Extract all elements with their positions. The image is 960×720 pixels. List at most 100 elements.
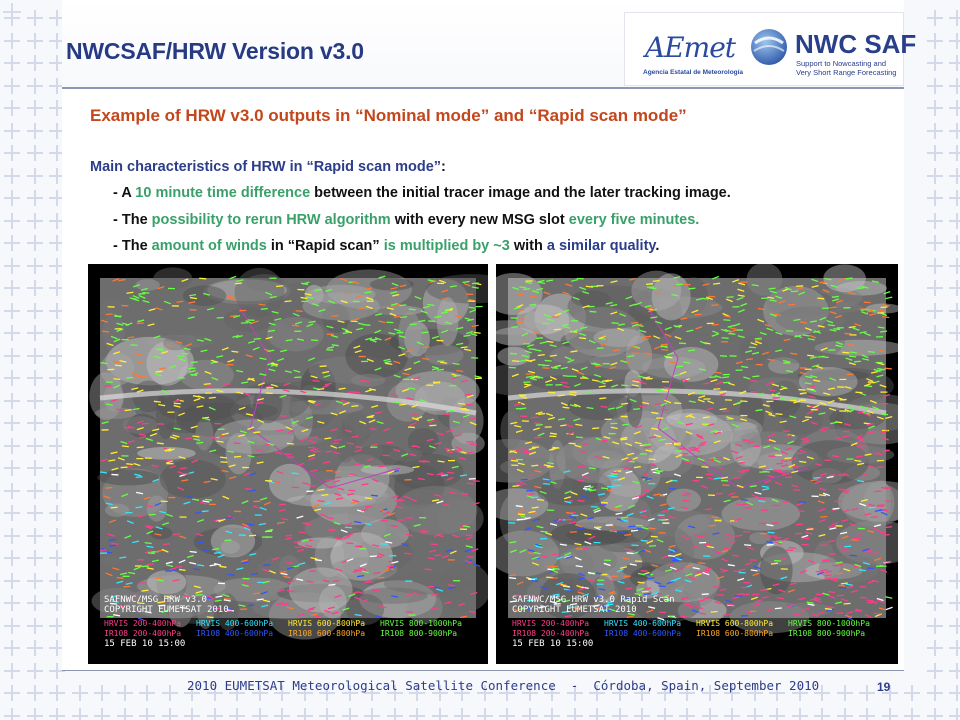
cloud-blob xyxy=(593,435,652,486)
wind-barb xyxy=(379,605,387,609)
wind-barb xyxy=(190,425,198,429)
wind-barb xyxy=(284,370,292,374)
legend-hrvis-label: HRVIS 200-400hPa xyxy=(512,619,589,628)
wind-barb xyxy=(291,420,299,424)
wind-barb xyxy=(883,393,891,398)
wind-barb xyxy=(463,282,471,287)
wind-barb xyxy=(734,594,742,597)
wind-barb xyxy=(140,287,148,291)
cloud-blob xyxy=(268,282,335,330)
cloud-blob xyxy=(499,494,526,544)
wind-barb xyxy=(527,551,535,555)
wind-barb xyxy=(844,386,852,389)
wind-barb xyxy=(126,520,134,524)
wind-barb xyxy=(597,334,605,337)
wind-barb xyxy=(285,534,293,537)
wind-barb xyxy=(869,399,877,404)
wind-barb xyxy=(245,413,254,416)
wind-barb xyxy=(413,591,421,596)
wind-barb xyxy=(625,295,633,300)
wind-barb xyxy=(745,562,753,566)
plus-mark xyxy=(4,167,20,184)
wind-barb xyxy=(753,565,761,570)
wind-barb xyxy=(679,615,687,618)
wind-barb xyxy=(456,326,464,330)
wind-barb xyxy=(652,471,660,474)
wind-barb xyxy=(621,456,629,461)
wind-barb xyxy=(371,404,379,408)
wind-barb xyxy=(862,548,870,552)
wind-barb xyxy=(446,476,454,481)
wind-barb xyxy=(460,379,468,383)
wind-barb xyxy=(395,505,404,509)
cloud-blob xyxy=(383,573,473,595)
wind-barb xyxy=(864,412,872,417)
cloud-blob xyxy=(119,512,159,535)
wind-barb xyxy=(133,462,141,467)
wind-barb xyxy=(873,368,881,373)
wind-barb xyxy=(471,324,479,328)
wind-barb xyxy=(470,332,478,337)
wind-barb xyxy=(310,469,318,473)
wind-barb xyxy=(370,443,378,447)
wind-barb xyxy=(323,609,331,614)
wind-barb xyxy=(765,468,773,471)
plus-mark xyxy=(4,572,20,589)
wind-barb xyxy=(823,392,831,396)
wind-barb xyxy=(712,532,720,536)
wind-barb xyxy=(805,531,813,535)
wind-barb xyxy=(673,443,681,446)
wind-barb xyxy=(724,328,732,333)
wind-barb xyxy=(236,391,244,395)
wind-barb xyxy=(219,456,228,459)
wind-barb xyxy=(829,527,837,530)
wind-barb xyxy=(876,416,884,420)
slide-title: NWCSAF/HRW Version v3.0 xyxy=(66,38,364,64)
wind-barb xyxy=(434,554,442,557)
wind-barb xyxy=(259,357,267,361)
wind-barb xyxy=(868,465,876,469)
plus-mark xyxy=(4,505,20,521)
wind-barb xyxy=(563,599,571,603)
wind-barb xyxy=(412,465,420,469)
cloud-blob xyxy=(213,577,294,603)
wind-barb xyxy=(569,393,577,397)
wind-barb xyxy=(594,374,602,378)
wind-barb xyxy=(138,435,147,439)
wind-barb xyxy=(515,594,524,597)
wind-barb xyxy=(674,589,682,593)
wind-barb xyxy=(616,518,624,522)
plus-mark xyxy=(4,550,20,566)
wind-barb xyxy=(517,401,525,406)
wind-barb xyxy=(389,565,397,569)
wind-barb xyxy=(698,612,707,615)
wind-barb xyxy=(308,399,316,403)
wind-barb xyxy=(766,381,774,386)
aemet-logo-text: AEmet xyxy=(645,31,736,64)
wind-barb xyxy=(788,463,796,468)
plus-mark xyxy=(26,640,43,656)
wind-barb xyxy=(253,337,261,340)
wind-barb xyxy=(448,586,456,590)
wind-barb xyxy=(885,596,893,599)
wind-barb xyxy=(108,459,116,462)
wind-barb xyxy=(828,595,836,599)
plus-mark xyxy=(814,707,830,720)
wind-barb xyxy=(780,464,789,467)
plus-mark xyxy=(926,100,943,116)
wind-barb xyxy=(575,423,583,427)
wind-barb xyxy=(872,527,880,532)
wind-barb xyxy=(399,403,407,406)
plus-mark xyxy=(49,572,65,589)
wind-barb xyxy=(764,480,772,484)
wind-barb xyxy=(632,379,641,382)
wind-barb xyxy=(245,320,253,324)
cloud-blob xyxy=(564,307,641,357)
wind-barb xyxy=(236,369,244,373)
wind-barb xyxy=(405,593,413,597)
wind-barb xyxy=(826,608,834,612)
wind-barb xyxy=(436,534,444,538)
wind-barb xyxy=(410,498,418,502)
wind-barb xyxy=(748,346,756,349)
wind-barb xyxy=(880,306,888,309)
